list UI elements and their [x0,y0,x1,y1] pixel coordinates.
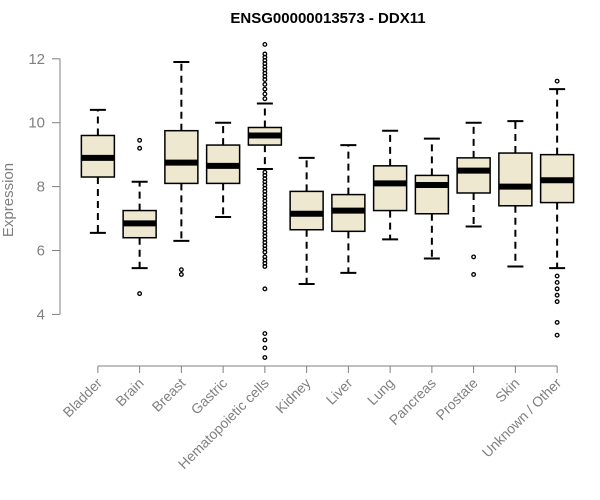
x-category-label: Breast [149,375,189,415]
outlier-point [262,286,268,292]
outlier-point [554,292,560,298]
box-liver [331,144,366,274]
box-brain [122,137,157,297]
x-category-label: Liver [323,375,356,408]
outlier-point [262,81,268,87]
y-tick-label: 6 [37,243,45,260]
outlier-point [178,267,184,273]
box-breast [164,60,199,277]
box-prostate [456,121,491,277]
outlier-point [262,169,268,175]
box-hematopoietic-cells [247,41,283,360]
outlier-point [554,332,560,338]
y-axis: 4 6 8 10 12 [28,51,61,323]
iqr-box [414,174,450,215]
x-category-label: Skin [492,375,523,406]
outlier-point [262,337,268,343]
iqr-box [456,157,491,194]
outlier-point [262,51,268,57]
outlier-point [137,137,143,143]
boxes-group [80,41,575,360]
iqr-box [289,190,324,231]
box-unknown-other [539,78,575,338]
x-category-label: Unknown / Other [479,375,565,461]
x-category-label: Prostate [433,375,481,423]
outlier-point [554,299,560,305]
x-category-label: Brain [112,375,146,409]
iqr-box [164,129,199,185]
outlier-point [262,91,268,97]
x-category-label: Bladder [60,375,106,421]
outlier-point [554,319,560,325]
y-axis-label: Expression [0,163,17,237]
box-lung [372,129,408,241]
outlier-point [262,41,268,47]
outlier-point [471,254,477,260]
outlier-point [554,273,560,279]
y-tick-label: 4 [37,306,45,323]
outlier-point [554,78,560,84]
outlier-point [262,96,268,102]
outlier-point [262,345,268,351]
x-category-label: Kidney [272,375,314,417]
x-category-label: Lung [364,375,397,408]
outlier-point [262,355,268,360]
iqr-box [498,152,533,207]
y-tick-label: 10 [28,115,45,132]
outlier-point [137,145,143,151]
box-skin [498,120,533,268]
box-gastric [205,121,241,218]
y-tick-label: 12 [28,51,45,68]
outlier-point [178,272,184,277]
outlier-point [137,291,143,297]
outlier-point [262,331,268,337]
outlier-point [262,86,268,92]
outlier-point [554,286,560,292]
y-tick-label: 8 [37,179,45,196]
outlier-point [554,280,560,285]
iqr-box [372,165,408,212]
outlier-point [471,272,477,277]
outlier-point [262,254,268,260]
box-bladder [80,108,116,234]
box-kidney [289,156,324,286]
chart-title: ENSG00000013573 - DDX11 [230,10,425,27]
box-pancreas [414,137,450,260]
